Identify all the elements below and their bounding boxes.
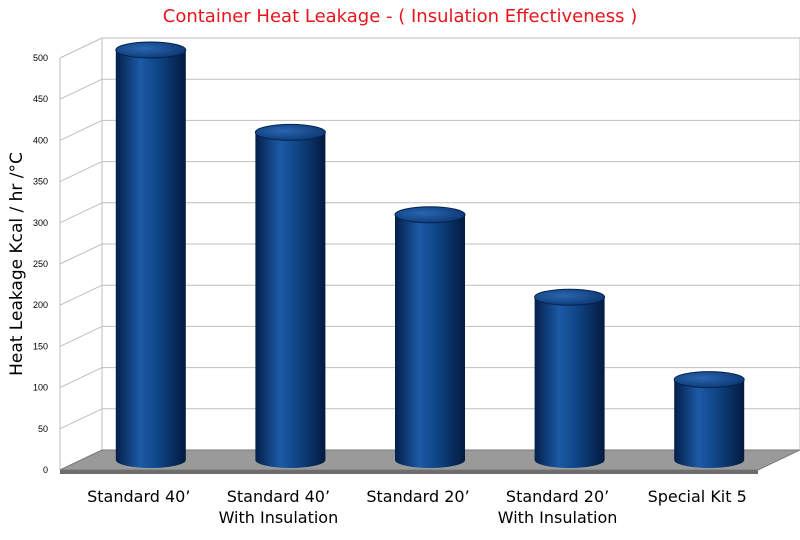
x-tick-label: With Insulation xyxy=(219,508,339,527)
gridline-diagonal xyxy=(59,161,103,183)
bar xyxy=(674,379,745,468)
y-tick-label: 200 xyxy=(33,300,48,310)
y-tick-label: 500 xyxy=(33,53,48,63)
y-tick-label: 450 xyxy=(33,94,48,104)
floor-edge xyxy=(60,470,758,474)
y-tick-label: 0 xyxy=(43,465,48,475)
gridline-diagonal xyxy=(59,367,103,389)
bar-top xyxy=(394,206,466,224)
y-tick-label: 50 xyxy=(38,424,48,434)
y-tick-label: 400 xyxy=(33,135,48,145)
bar xyxy=(534,297,605,468)
x-tick-label: With Insulation xyxy=(498,508,618,527)
gridline-diagonal xyxy=(59,284,103,306)
bar-top xyxy=(673,371,745,389)
gridline-diagonal xyxy=(59,325,103,347)
x-tick-label: Standard 40’ xyxy=(227,487,330,506)
gridline-diagonal xyxy=(59,202,103,224)
bar-top xyxy=(534,288,606,306)
x-tick-label: Standard 40’ xyxy=(87,487,190,506)
chart-title: Container Heat Leakage - ( Insulation Ef… xyxy=(162,6,638,27)
x-tick-label: Standard 20’ xyxy=(366,487,469,506)
y-tick-label: 350 xyxy=(33,177,48,187)
bar-top xyxy=(254,123,326,141)
bar-top xyxy=(115,41,187,59)
gridline-diagonal xyxy=(59,37,103,59)
gridline-diagonal xyxy=(59,119,103,141)
gridline-diagonal xyxy=(59,78,103,100)
y-tick-label: 150 xyxy=(33,341,48,351)
y-tick-label: 100 xyxy=(33,383,48,393)
x-tick-label: Special Kit 5 xyxy=(648,487,747,506)
y-tick-label: 300 xyxy=(33,218,48,228)
x-tick-label: Standard 20’ xyxy=(506,487,609,506)
bar xyxy=(255,132,326,468)
y-axis-label: Heat Leakage Kcal / hr /°C xyxy=(7,152,27,376)
bar xyxy=(395,214,465,468)
gridline-diagonal xyxy=(59,243,103,265)
y-tick-label: 250 xyxy=(33,259,48,269)
bar xyxy=(115,50,186,468)
gridline-diagonal xyxy=(59,408,103,430)
